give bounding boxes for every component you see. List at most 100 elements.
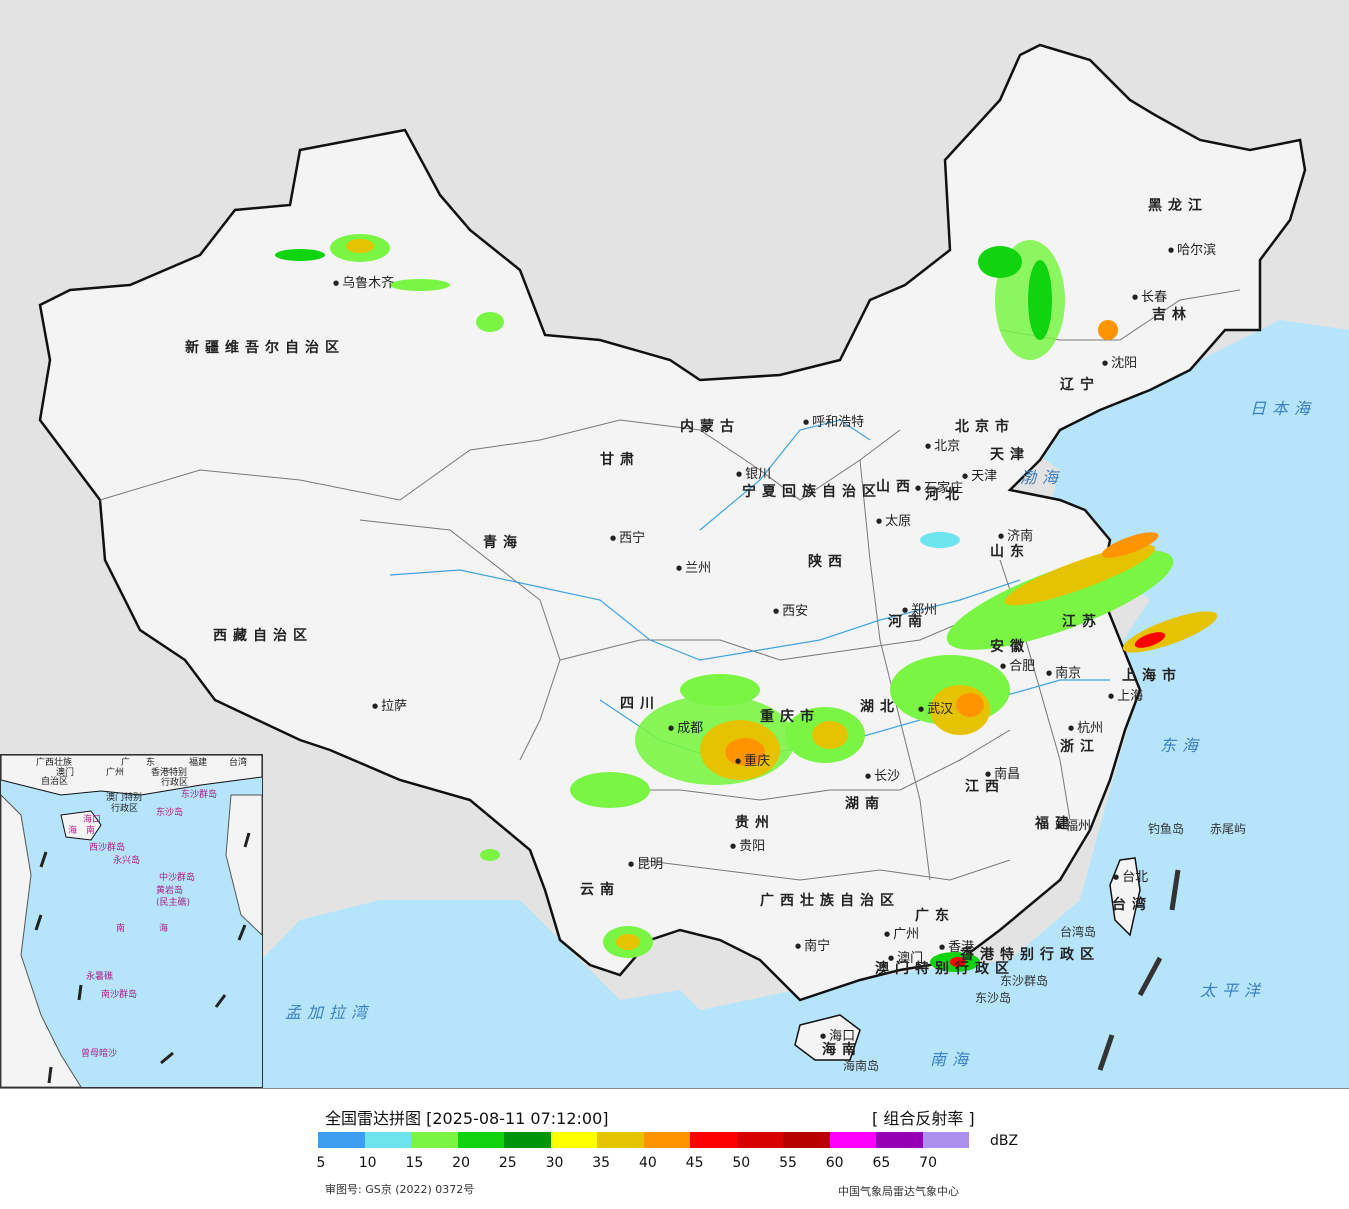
legend-title: 全国雷达拼图 [2025-08-11 07:12:00]: [325, 1109, 609, 1128]
city-label: 西安: [773, 605, 808, 618]
inset-label: (民主礁): [156, 898, 191, 908]
map-approval-number: 审图号: GS京 (2022) 0372号: [325, 1183, 475, 1196]
inset-label: 西沙群岛: [89, 843, 126, 853]
city-label: 银川: [736, 468, 771, 481]
inset-label: 广西壮族: [36, 758, 73, 768]
inset-label: 海: [159, 924, 169, 934]
colorbar-segment: [597, 1132, 644, 1148]
province-label: 北京市: [955, 419, 1015, 435]
ocean: [700, 320, 1349, 1088]
city-label: 乌鲁木齐: [333, 277, 394, 290]
radar-echoes: [275, 234, 1218, 972]
province-label: 吉林: [1152, 307, 1192, 323]
colorbar-segment: [783, 1132, 830, 1148]
city-label: 北京: [925, 440, 960, 453]
data-source: 中国气象局雷达气象中心: [838, 1185, 959, 1198]
colorbar-tick-label: 10: [358, 1155, 377, 1171]
colorbar-tick-label: 55: [779, 1155, 797, 1171]
city-label: 台北: [1113, 871, 1148, 884]
province-label: 湖北: [860, 699, 900, 715]
city-label: 哈尔滨: [1168, 244, 1216, 257]
inset-label: 东: [146, 758, 156, 768]
sea-label: 东海: [1160, 736, 1205, 755]
province-label: 云南: [580, 882, 620, 898]
inset-label: 永兴岛: [113, 856, 141, 866]
inset-label: 行政区: [161, 778, 189, 788]
province-label: 上海市: [1122, 668, 1182, 684]
province-label: 重庆市: [760, 709, 820, 725]
colorbar-segment: [922, 1132, 969, 1148]
province-label: 山西: [876, 479, 916, 495]
colorbar-tick-label: 40: [638, 1155, 657, 1171]
inset-label: 南: [116, 924, 126, 934]
inset-label: 南沙群岛: [101, 990, 138, 1000]
colorbar-segment: [690, 1132, 737, 1148]
province-label: 香港特别行政区: [960, 947, 1100, 963]
island-label: 钓鱼岛: [1148, 822, 1185, 836]
inset-label: 香港特别: [151, 768, 188, 778]
inset-label: 海: [68, 826, 78, 836]
city-label: 杭州: [1068, 722, 1103, 735]
inset-label: 行政区: [111, 804, 139, 814]
city-label: 昆明: [628, 858, 663, 871]
colorbar-tick-label: 35: [592, 1155, 611, 1171]
province-label: 辽宁: [1060, 377, 1100, 393]
island-label: 台湾岛: [1060, 925, 1097, 939]
city-label: 石家庄: [915, 482, 963, 495]
inset-label: 福建: [189, 758, 208, 768]
inset-label: 黄岩岛: [156, 886, 184, 896]
province-label: 西藏自治区: [213, 628, 313, 644]
colorbar-segment: [504, 1132, 551, 1148]
city-label: 福州: [1056, 820, 1091, 833]
colorbar-tick-label: 60: [825, 1155, 844, 1171]
colorbar-segment: [643, 1132, 690, 1148]
city-label: 合肥: [1000, 660, 1035, 673]
city-label: 广州: [884, 928, 919, 941]
province-label: 天津: [990, 447, 1030, 463]
city-label: 成都: [668, 722, 703, 735]
inset-label: 自治区: [41, 777, 69, 787]
island-label: 东沙岛: [975, 991, 1012, 1005]
province-label: 河北: [925, 487, 965, 503]
city-label: 贵阳: [730, 840, 765, 853]
province-label: 广东: [915, 908, 955, 924]
legend-footer: [0, 1088, 1349, 1209]
colorbar-segment: [736, 1132, 783, 1148]
city-label: 上海: [1108, 690, 1143, 703]
island-label: 海南岛: [843, 1059, 880, 1073]
city-label: 武汉: [918, 703, 953, 716]
province-label: 宁夏回族自治区: [742, 484, 882, 500]
inset-label: 东沙岛: [156, 808, 184, 818]
colorbar-segment: [876, 1132, 923, 1148]
city-label: 海口: [820, 1030, 855, 1043]
province-label: 贵州: [735, 815, 775, 831]
city-label: 南昌: [985, 768, 1020, 781]
province-label: 江苏: [1062, 614, 1102, 630]
province-label: 青海: [483, 535, 523, 551]
province-label: 台湾: [1112, 897, 1152, 913]
inset-map: [1, 755, 262, 1087]
city-label: 重庆: [735, 755, 770, 768]
inset-label: 广州: [106, 768, 125, 778]
colorbar-segment: [364, 1132, 411, 1148]
province-label: 浙江: [1060, 739, 1100, 755]
colorbar-segment: [550, 1132, 597, 1148]
province-label: 福建: [1035, 816, 1075, 832]
inset-label: 台湾: [229, 758, 248, 768]
city-label: 南宁: [795, 940, 830, 953]
inset-label: 中沙群岛: [159, 873, 196, 883]
sea-label: 孟加拉湾: [285, 1003, 374, 1022]
inset-label: 永暑礁: [86, 972, 114, 982]
city-label: 兰州: [676, 562, 711, 575]
inset-label: 曾母暗沙: [81, 1049, 118, 1059]
city-label: 沈阳: [1102, 357, 1137, 370]
colorbar-unit: dBZ: [990, 1133, 1019, 1149]
city-label: 拉萨: [372, 700, 407, 713]
province-label: 内蒙古: [680, 419, 740, 435]
colorbar-tick-label: 5: [316, 1155, 326, 1171]
inset-label: 澳门特别: [106, 793, 143, 803]
legend-product-type: [ 组合反射率 ]: [872, 1109, 975, 1128]
city-label: 西宁: [610, 532, 645, 545]
colorbar-tick-label: 70: [919, 1155, 938, 1171]
province-label: 海南: [822, 1042, 862, 1058]
